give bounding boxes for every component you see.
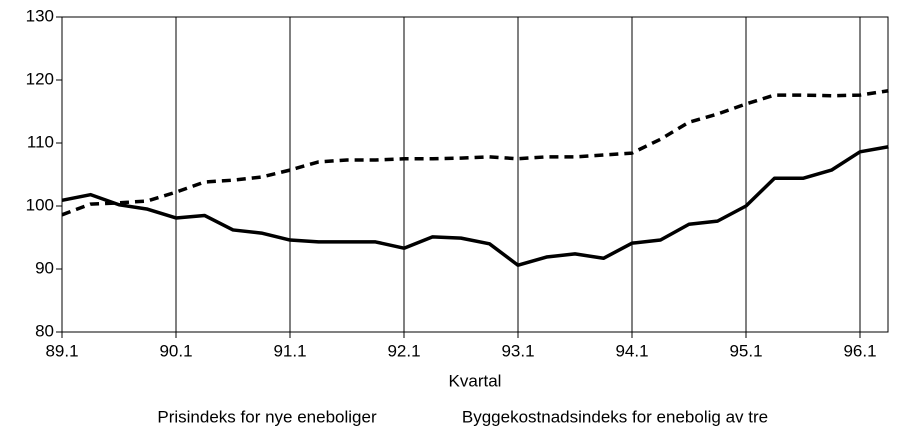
x-tick-label: 89.1 [45,341,78,360]
x-tick-label: 94.1 [615,341,648,360]
y-tick-label: 110 [27,132,54,151]
plot-frame [61,16,889,333]
line-series [61,145,889,267]
y-tick-label: 100 [26,195,54,214]
x-tick-label: 91.1 [273,341,306,360]
y-tick-label: 90 [35,258,54,277]
x-axis-label: Kvartal [449,371,502,390]
x-tick-label: 92.1 [387,341,420,360]
legend-label: Byggekostnadsindeks for enebolig av tre [462,407,768,426]
x-tick-label: 96.1 [843,341,876,360]
legend-label: Prisindeks for nye eneboliger [157,407,377,426]
x-tick-label: 90.1 [159,341,192,360]
x-tick-label: 95.1 [729,341,762,360]
x-tick-label: 93.1 [501,341,534,360]
line-series [61,88,889,217]
y-tick-label: 130 [26,6,54,25]
y-tick-label: 120 [26,69,54,88]
y-tick-label: 80 [35,321,54,340]
